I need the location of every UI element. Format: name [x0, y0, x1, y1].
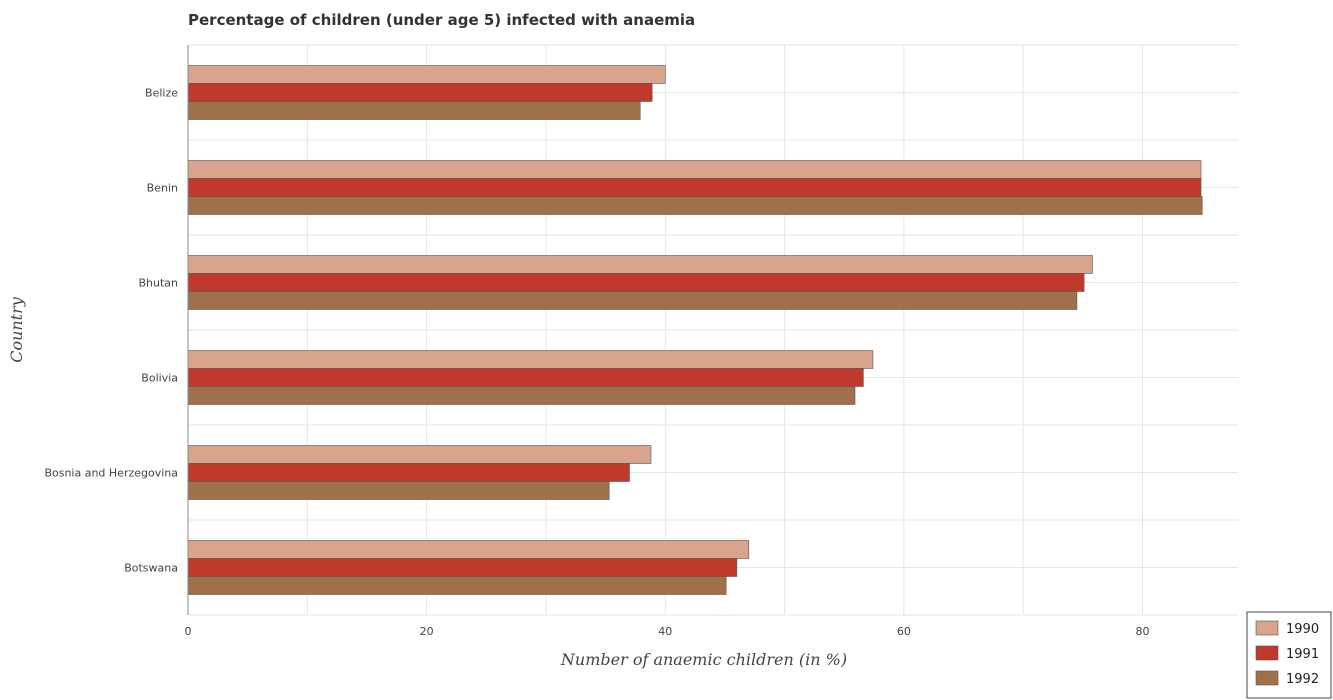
- bar-belize-1990: [187, 65, 666, 84]
- bar-bhutan-1990: [187, 255, 1093, 274]
- x-tick-label: 0: [185, 625, 192, 638]
- x-tick-label: 20: [420, 625, 434, 638]
- legend-label-1991: 1991: [1286, 647, 1319, 662]
- bar-bolivia-1990: [187, 350, 874, 369]
- legend-label-1992: 1992: [1286, 672, 1319, 687]
- x-tick-labels: 0 20 40 60 80: [185, 625, 1150, 638]
- bar-botswana-1992: [187, 576, 727, 595]
- x-tick-label: 40: [658, 625, 672, 638]
- legend-swatch-1992: [1255, 670, 1279, 686]
- bar-benin-1992: [187, 196, 1203, 215]
- y-gridlines: [188, 44, 1238, 616]
- bar-benin-1991: [187, 178, 1202, 197]
- chart-title: Percentage of children (under age 5) inf…: [188, 11, 695, 29]
- bar-bolivia-1991: [187, 368, 864, 387]
- y-tick-label: Bosnia and Herzegovina: [44, 467, 178, 480]
- x-tick-label: 60: [897, 625, 911, 638]
- bar-bhutan-1991: [187, 273, 1085, 292]
- bar-belize-1992: [187, 101, 641, 120]
- bar-botswana-1991: [187, 558, 738, 577]
- bar-bolivia-1992: [187, 386, 856, 405]
- legend-swatch-1990: [1255, 620, 1279, 636]
- y-axis-title: Country: [7, 296, 26, 363]
- bar-bosnia-and-herzegovina-1992: [187, 481, 610, 500]
- legend-label-1990: 1990: [1286, 622, 1319, 637]
- bar-bosnia-and-herzegovina-1991: [187, 463, 630, 482]
- x-tick-label: 80: [1136, 625, 1150, 638]
- bar-botswana-1990: [187, 540, 750, 559]
- x-axis-title: Number of anaemic children (in %): [560, 650, 847, 669]
- y-tick-label: Benin: [147, 182, 178, 195]
- bar-bosnia-and-herzegovina-1990: [187, 445, 652, 464]
- bar-belize-1991: [187, 83, 653, 102]
- bar-bhutan-1992: [187, 291, 1078, 310]
- y-tick-label: Belize: [145, 87, 178, 100]
- y-tick-label: Botswana: [124, 562, 178, 575]
- bars: [187, 65, 1203, 595]
- y-tick-label: Bhutan: [138, 277, 178, 290]
- legend: 1990 1991 1992: [1246, 611, 1332, 699]
- legend-swatch-1991: [1255, 645, 1279, 661]
- y-tick-labels: Belize Benin Bhutan Bolivia Bosnia and Herze…: [44, 87, 178, 575]
- bar-benin-1990: [187, 160, 1202, 179]
- y-tick-label: Bolivia: [141, 372, 178, 385]
